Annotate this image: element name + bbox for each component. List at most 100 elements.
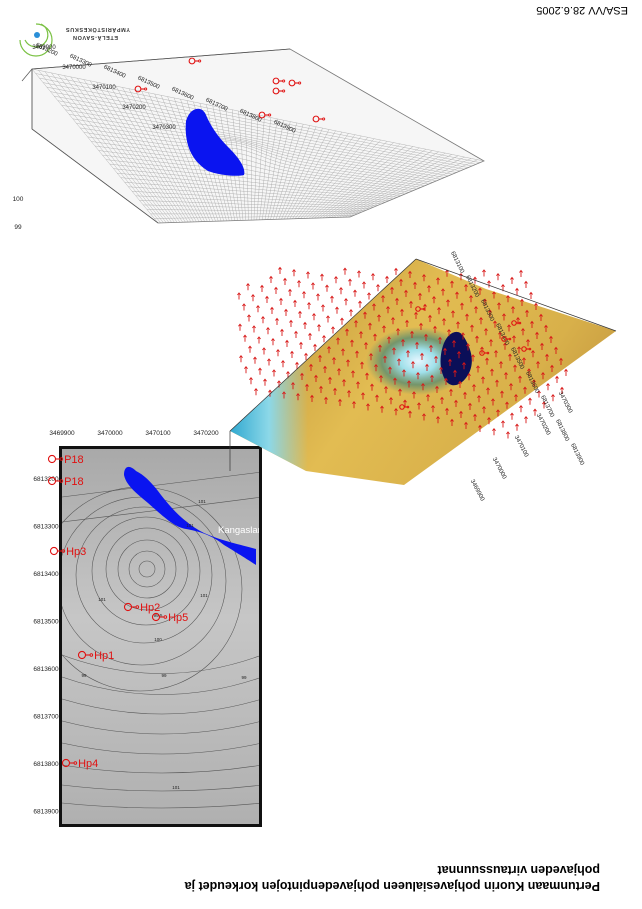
flow-arrow-10-7 bbox=[456, 321, 460, 329]
flow-arrow-12-1 bbox=[530, 320, 534, 329]
flow-arrow-3-23 bbox=[267, 358, 271, 366]
flow-arrow-0-25 bbox=[254, 387, 258, 396]
flow-arrow-9-12 bbox=[391, 316, 395, 325]
flow-arrow-6-10 bbox=[434, 355, 438, 363]
flow-arrow-12-19 bbox=[278, 266, 282, 275]
flow-arrow-10-9 bbox=[428, 314, 432, 323]
flow-arrow-1-10 bbox=[459, 410, 463, 418]
flow-arrow-4-12 bbox=[416, 371, 420, 380]
surf-top-x-tick-0: 3469900 bbox=[32, 45, 56, 51]
flow-arrow-3-13 bbox=[407, 380, 411, 388]
flow-arrow-7-23 bbox=[247, 314, 251, 322]
well-hp5-4-label: Hp5 bbox=[168, 612, 188, 624]
flow-arrow-11-2 bbox=[521, 327, 525, 336]
x-tick-1: 3470000 bbox=[97, 430, 123, 437]
flow-arrow-7-5 bbox=[499, 360, 503, 369]
flow-direction-arrows bbox=[237, 266, 568, 439]
shaded-surface-3d: 3469900347000034701003470200347030068131… bbox=[229, 251, 617, 503]
flow-arrow-5-19 bbox=[313, 343, 317, 352]
flow-arrow-1-21 bbox=[305, 383, 309, 392]
y-tick-2: 6813400 bbox=[33, 571, 59, 578]
contour-label-2: 99 bbox=[241, 675, 247, 680]
flow-arrow-4-6 bbox=[500, 390, 504, 398]
flow-arrow-9-7 bbox=[461, 332, 465, 340]
flow-arrow-9-14 bbox=[363, 311, 367, 319]
flow-arrow-4-7 bbox=[486, 387, 490, 395]
flow-arrow-8-19 bbox=[298, 310, 302, 319]
surface-lake bbox=[185, 108, 245, 176]
date-stamp: ESA/VV 28.6.2005 bbox=[536, 4, 628, 16]
flow-arrow-0-23 bbox=[282, 391, 286, 399]
flow-arrow-12-16 bbox=[320, 273, 324, 281]
surf-mid-x-tick-4: 3470300 bbox=[557, 391, 574, 415]
flow-arrow-5-8 bbox=[467, 372, 471, 381]
flow-arrow-14-3 bbox=[492, 291, 496, 299]
flow-arrow-9-23 bbox=[237, 292, 241, 300]
surf-top-x-tick-2: 3470100 bbox=[92, 85, 116, 91]
flow-arrow-11-9 bbox=[423, 303, 427, 312]
flow-arrow-1-20 bbox=[319, 385, 323, 393]
flow-arrow-5-20 bbox=[299, 341, 303, 349]
flow-arrow-14-0 bbox=[534, 302, 538, 310]
flow-arrow-7-8 bbox=[457, 350, 461, 359]
y-tick-7: 6813900 bbox=[33, 809, 59, 816]
surf-top-x-tick-4: 3470300 bbox=[152, 125, 176, 131]
flow-arrow-15-4 bbox=[473, 276, 477, 284]
flow-arrow-0-20 bbox=[324, 396, 328, 404]
flow-arrow-9-6 bbox=[475, 335, 479, 343]
surf-top-well-4 bbox=[272, 87, 286, 95]
flow-arrow-6-13 bbox=[392, 347, 396, 355]
contour-label-6: 101 bbox=[98, 597, 106, 602]
contour-label-5: 101 bbox=[200, 593, 208, 598]
surf-top-x-tick-3: 3470200 bbox=[122, 105, 146, 111]
flow-arrow-5-15 bbox=[369, 352, 373, 361]
flow-arrow-9-13 bbox=[377, 314, 381, 322]
flow-arrow-7-12 bbox=[401, 338, 405, 347]
flow-arrow-3-19 bbox=[323, 365, 327, 374]
flow-arrow-16-0 bbox=[524, 280, 528, 288]
flow-arrow-9-15 bbox=[349, 308, 353, 317]
flow-arrow-11-1 bbox=[535, 331, 539, 340]
surf-top-well-1 bbox=[312, 115, 326, 123]
flow-arrow-1-9 bbox=[473, 413, 477, 422]
flow-arrow-10-2 bbox=[526, 338, 530, 347]
flow-arrow-13-6 bbox=[455, 291, 459, 299]
flow-arrow-4-8 bbox=[472, 383, 476, 392]
flow-arrow-0-10 bbox=[464, 421, 468, 429]
flow-arrow-11-3 bbox=[507, 324, 511, 332]
flow-arrow-13-9 bbox=[413, 281, 417, 290]
flow-arrow-6-5 bbox=[504, 371, 508, 380]
flow-arrow-8-20 bbox=[284, 308, 288, 316]
shaded-well-markers bbox=[399, 306, 532, 410]
well-p18-1-label: P18 bbox=[64, 476, 84, 488]
flow-arrow-7-1 bbox=[555, 375, 559, 384]
flow-arrow-9-20 bbox=[279, 297, 283, 305]
flow-arrow-14-4 bbox=[478, 287, 482, 295]
caption-line-2: pohjaveden virtaussuunnat bbox=[437, 863, 600, 877]
flow-arrow-6-11 bbox=[420, 352, 424, 361]
contour-label-7: 101 bbox=[186, 523, 194, 528]
flow-arrow-11-18 bbox=[297, 279, 301, 288]
flow-arrow-7-7 bbox=[471, 354, 475, 362]
flow-arrow-1-23 bbox=[277, 380, 281, 388]
flow-arrow-4-21 bbox=[290, 350, 294, 359]
flow-arrow-2-10 bbox=[454, 399, 458, 407]
flow-arrow-4-9 bbox=[458, 380, 462, 389]
flow-arrow-6-18 bbox=[322, 334, 326, 343]
flow-arrow-2-24 bbox=[258, 367, 262, 375]
well-hp4-6: Hp4 bbox=[61, 758, 98, 770]
flow-arrow-11-15 bbox=[339, 286, 343, 295]
well-hp1-5-label: Hp1 bbox=[94, 650, 114, 662]
flow-arrow-1-15 bbox=[389, 396, 393, 405]
well-hp2-3: Hp2 bbox=[123, 602, 160, 614]
flow-arrow-11-0 bbox=[549, 335, 553, 343]
map-contour-labels: 99 99 99 99.5 100 101 101 101 101 101 bbox=[81, 499, 247, 790]
flow-arrow-0-14 bbox=[408, 410, 412, 418]
well-p18-1: P18 bbox=[47, 476, 84, 488]
flow-arrow-9-3 bbox=[517, 346, 521, 354]
flow-arrow-1-11 bbox=[445, 407, 449, 416]
flow-arrow-12-0 bbox=[544, 324, 548, 332]
flow-arrow-10-16 bbox=[330, 295, 334, 303]
flow-arrow-13-12 bbox=[371, 272, 375, 281]
flow-arrow-5-6 bbox=[495, 379, 499, 387]
